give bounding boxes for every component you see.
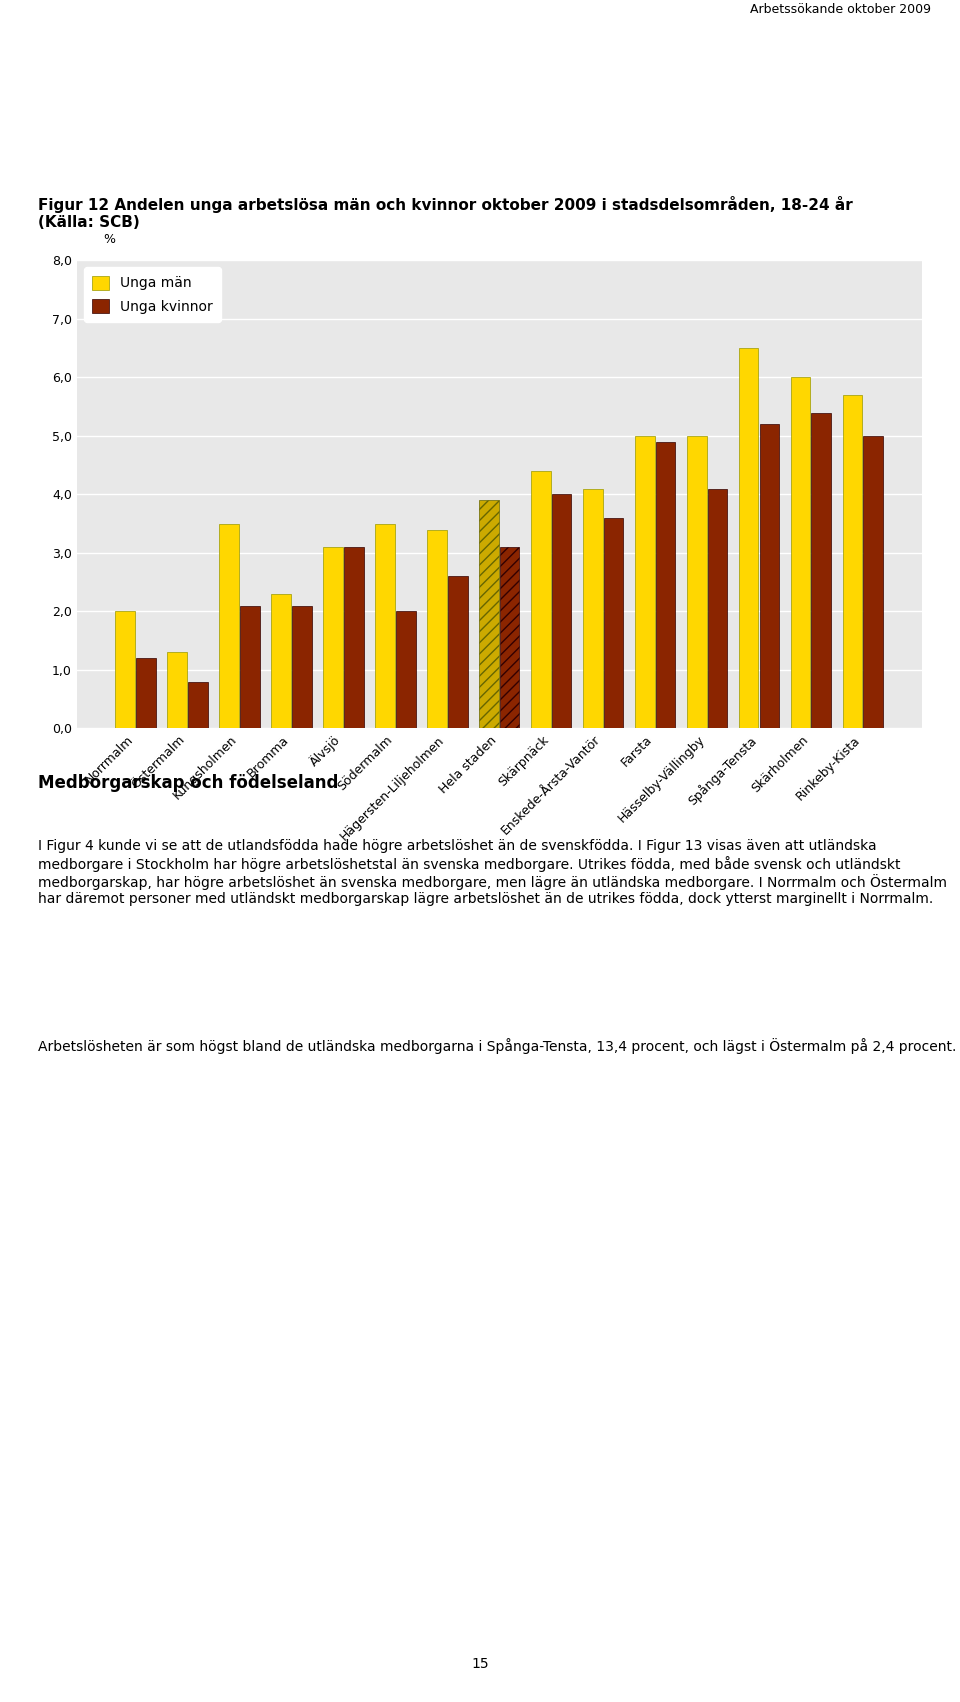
- Bar: [344, 546, 364, 728]
- Bar: [136, 659, 156, 728]
- Bar: [447, 577, 468, 728]
- Bar: [271, 594, 291, 728]
- Bar: [167, 652, 187, 728]
- Bar: [427, 529, 446, 728]
- Bar: [375, 524, 395, 728]
- Text: Figur 12 Andelen unga arbetslösa män och kvinnor oktober 2009 i stadsdelsområden: Figur 12 Andelen unga arbetslösa män och…: [38, 196, 853, 230]
- Bar: [656, 443, 675, 728]
- Text: %: %: [104, 233, 115, 245]
- Bar: [583, 488, 603, 728]
- Legend: Unga män, Unga kvinnor: Unga män, Unga kvinnor: [84, 267, 221, 322]
- Bar: [188, 683, 207, 728]
- Bar: [759, 424, 780, 728]
- Bar: [811, 412, 831, 728]
- Bar: [686, 436, 707, 728]
- Bar: [324, 546, 343, 728]
- Text: 15: 15: [471, 1658, 489, 1671]
- Bar: [739, 349, 758, 728]
- Bar: [531, 471, 551, 728]
- Bar: [552, 495, 571, 728]
- Text: Arbetssökande oktober 2009: Arbetssökande oktober 2009: [750, 2, 931, 15]
- Bar: [292, 606, 312, 728]
- Bar: [863, 436, 883, 728]
- Bar: [604, 517, 623, 728]
- Bar: [219, 524, 239, 728]
- Text: Arbetslösheten är som högst bland de utländska medborgarna i Spånga-Tensta, 13,4: Arbetslösheten är som högst bland de utl…: [38, 1038, 960, 1054]
- Bar: [396, 611, 416, 728]
- Bar: [500, 546, 519, 728]
- Bar: [791, 378, 810, 728]
- Text: I Figur 4 kunde vi se att de utlandsfödda hade högre arbetslöshet än de svenskfö: I Figur 4 kunde vi se att de utlandsfödd…: [38, 839, 948, 907]
- Bar: [708, 488, 728, 728]
- Text: Medborgarskap och födelseland: Medborgarskap och födelseland: [38, 774, 339, 793]
- Bar: [843, 395, 862, 728]
- Bar: [479, 500, 498, 728]
- Bar: [240, 606, 259, 728]
- Bar: [635, 436, 655, 728]
- Bar: [115, 611, 135, 728]
